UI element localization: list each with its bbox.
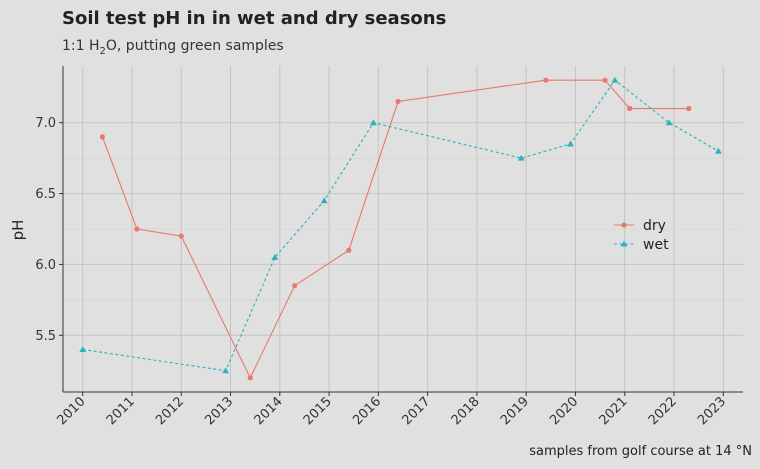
y-tick-label: 5.5 (35, 329, 56, 344)
data-point-wet (665, 119, 673, 126)
series-layer (79, 76, 722, 381)
chart-title: Soil test pH in in wet and dry seasons (62, 8, 447, 29)
x-tick-label: 2015 (301, 394, 335, 428)
x-tick-label: 2022 (646, 394, 680, 428)
legend: dry wet (614, 218, 669, 253)
x-tick-label: 2021 (597, 394, 631, 428)
data-point-wet (611, 76, 619, 83)
legend-key-marker-wet (620, 240, 628, 247)
subtitle-post: O, putting green samples (105, 38, 284, 54)
data-point-wet (79, 346, 87, 353)
x-tick-label: 2014 (252, 394, 286, 428)
data-point-dry (543, 77, 549, 83)
chart-subtitle: 1:1 H2O, putting green samples (62, 38, 284, 57)
data-point-wet (222, 367, 230, 374)
legend-key-marker-dry (621, 222, 627, 228)
x-tick-label: 2012 (153, 394, 187, 428)
y-tick-label: 6.5 (35, 187, 56, 202)
data-point-wet (271, 253, 279, 260)
x-tick-label: 2023 (695, 394, 729, 428)
data-point-dry (627, 105, 633, 112)
data-point-dry (134, 226, 140, 232)
x-tick-label: 2010 (55, 394, 89, 428)
data-point-wet (370, 119, 377, 126)
x-tick-label: 2018 (449, 394, 483, 428)
x-tick-label: 2016 (350, 394, 384, 428)
data-point-dry (686, 105, 692, 112)
legend-label-dry: dry (643, 218, 666, 234)
data-point-wet (567, 140, 574, 147)
legend-label-wet: wet (643, 237, 669, 253)
chart-caption: samples from golf course at 14 °N (529, 444, 752, 459)
data-point-dry (291, 283, 298, 289)
data-point-dry (247, 375, 253, 381)
y-tick-label: 6.0 (35, 258, 56, 273)
data-point-dry (346, 247, 352, 253)
data-point-dry (178, 233, 184, 239)
x-tick-label: 2019 (498, 394, 532, 428)
data-point-dry (395, 98, 401, 105)
data-point-wet (714, 147, 722, 154)
x-tick-label: 2017 (399, 394, 433, 428)
data-point-wet (517, 154, 525, 161)
series-line-wet (82, 79, 719, 372)
subtitle-sub: 2 (99, 45, 106, 57)
data-point-wet (320, 197, 328, 204)
x-tick-label: 2011 (104, 394, 138, 428)
y-tick-label: 7.0 (35, 116, 56, 131)
subtitle-pre: 1:1 H (62, 38, 100, 54)
y-axis-title: pH (9, 220, 27, 241)
x-tick-label: 2013 (202, 394, 236, 428)
x-tick-label: 2020 (547, 394, 581, 428)
grid-layer (63, 66, 743, 392)
axis-layer: 5.5 6.0 6.5 7.0 2010 2011 2012 2013 2014 2015 2016… (35, 66, 743, 428)
data-point-dry (99, 134, 106, 140)
data-point-dry (602, 77, 608, 83)
